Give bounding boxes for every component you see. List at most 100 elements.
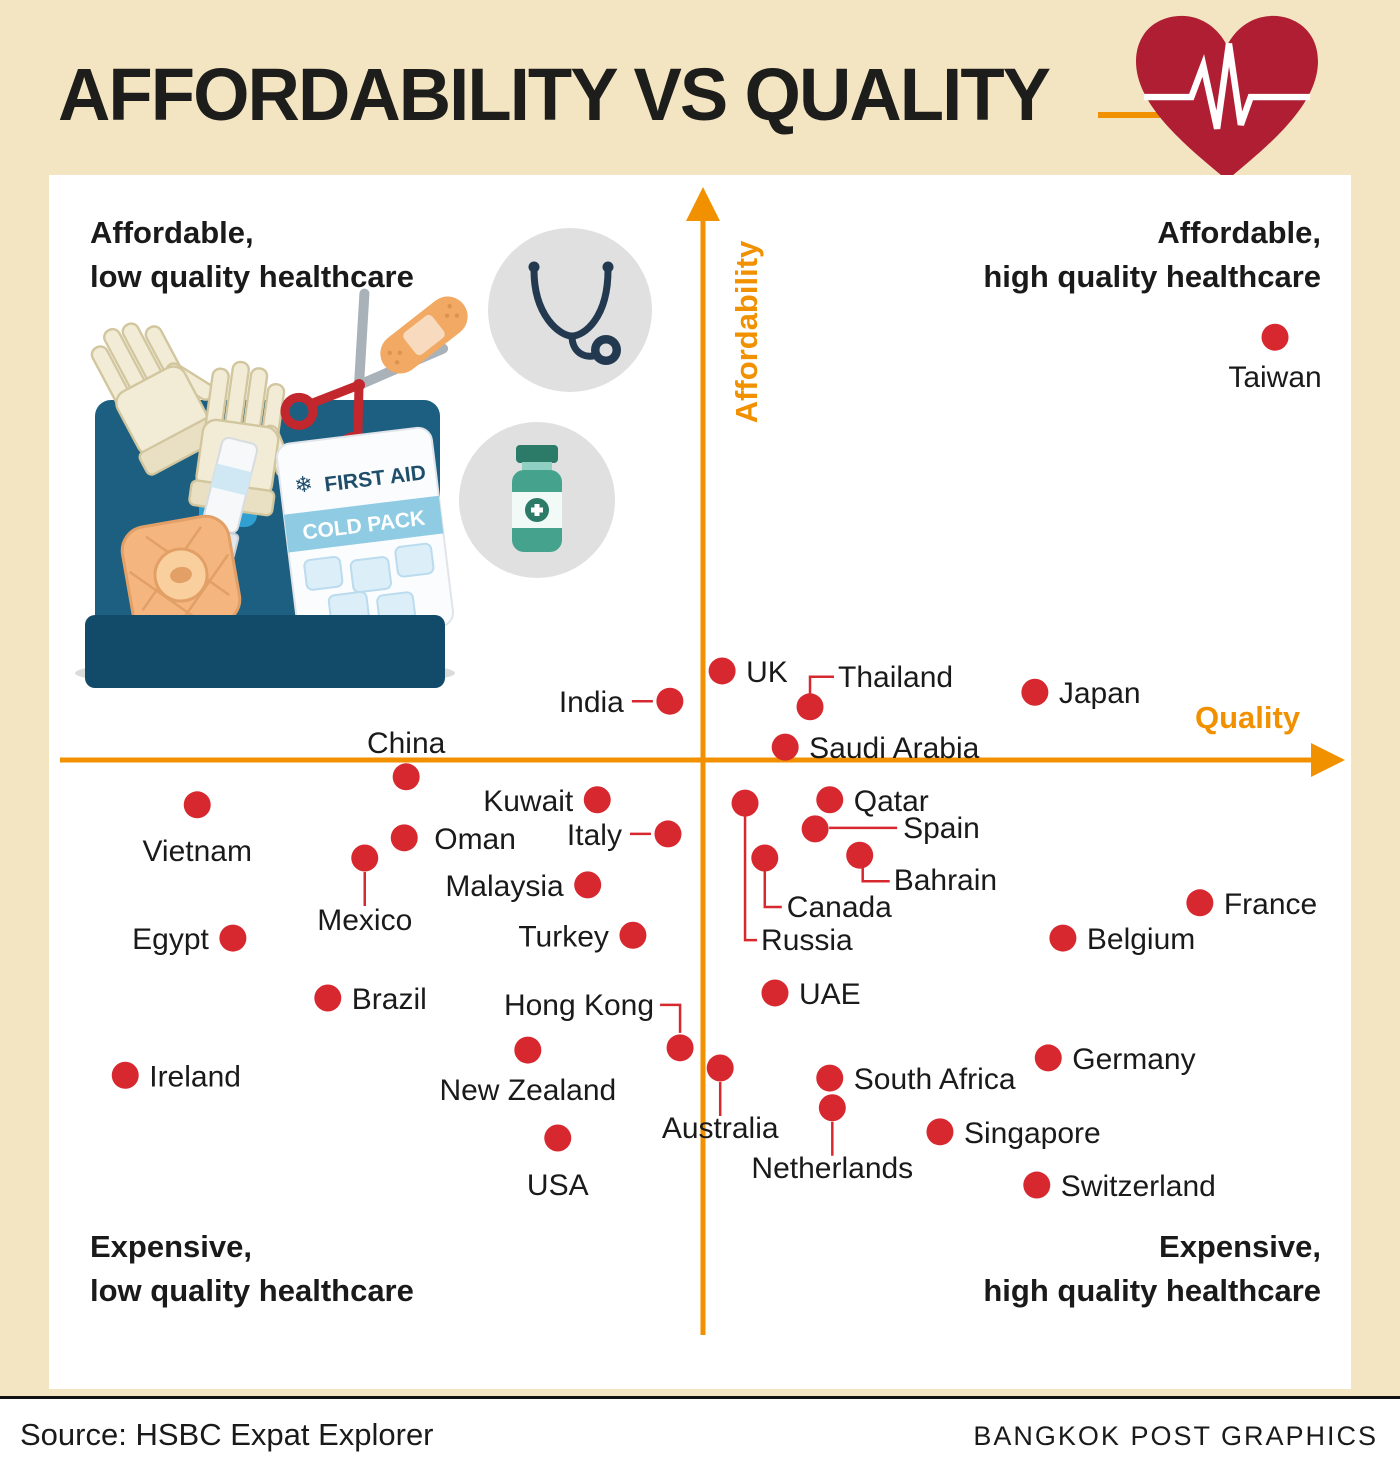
dot-spain	[801, 815, 829, 843]
dot-germany	[1034, 1044, 1062, 1072]
snowflake-icon: ❄	[293, 471, 314, 498]
point-russia: Russia	[731, 789, 853, 957]
label-singapore: Singapore	[964, 1117, 1101, 1150]
x-axis-label: Quality	[1195, 700, 1301, 735]
dot-malaysia	[574, 871, 602, 899]
quadrant-line: high quality healthcare	[983, 259, 1321, 295]
dot-canada	[751, 844, 779, 872]
point-mexico: Mexico	[317, 844, 412, 937]
label-belgium: Belgium	[1087, 923, 1195, 956]
footer-divider	[0, 1396, 1400, 1399]
dot-saudi-arabia	[771, 733, 799, 761]
heart-ecg-icon	[1136, 15, 1318, 181]
point-uae: UAE	[761, 978, 861, 1011]
leader-line-bahrain	[861, 865, 890, 883]
page-title: AFFORDABILITY VS QUALITY	[58, 53, 1051, 136]
dot-singapore	[926, 1118, 954, 1146]
publisher-credit: BANGKOK POST GRAPHICS	[973, 1421, 1378, 1451]
point-brazil: Brazil	[314, 983, 427, 1016]
label-italy: Italy	[567, 819, 622, 852]
dot-vietnam	[183, 791, 211, 819]
first-aid-case-lid	[85, 615, 445, 688]
label-thailand: Thailand	[838, 661, 953, 694]
point-canada: Canada	[751, 844, 892, 924]
dot-brazil	[314, 984, 342, 1012]
point-australia: Australia	[662, 1054, 779, 1145]
dot-italy	[654, 820, 682, 848]
band-aid-icon	[380, 296, 468, 374]
point-germany: Germany	[1034, 1043, 1196, 1076]
label-spain: Spain	[903, 812, 980, 845]
bandage-roll-icon	[120, 514, 242, 636]
y-axis-arrow	[686, 187, 720, 221]
dot-russia	[731, 789, 759, 817]
label-switzerland: Switzerland	[1061, 1170, 1216, 1203]
label-vietnam: Vietnam	[142, 835, 252, 868]
point-taiwan: Taiwan	[1228, 323, 1322, 394]
dot-switzerland	[1023, 1171, 1051, 1199]
quadrant-label-affordable-high-quality: Affordable, high quality healthcare	[983, 211, 1321, 299]
leader-line-canada	[763, 870, 782, 909]
point-ireland: Ireland	[111, 1060, 241, 1093]
cold-pack-icon: ❄ FIRST AID COLD PACK	[275, 426, 455, 644]
label-egypt: Egypt	[132, 923, 209, 956]
quadrant-line: Affordable,	[90, 215, 254, 250]
label-qatar: Qatar	[854, 785, 929, 818]
point-qatar: Qatar	[816, 785, 929, 818]
dot-china	[392, 763, 420, 791]
footer: Source: HSBC Expat Explorer BANGKOK POST…	[0, 1399, 1400, 1474]
point-south-africa: South Africa	[816, 1063, 1016, 1096]
dot-netherlands	[818, 1094, 846, 1122]
dot-uae	[761, 979, 789, 1007]
point-switzerland: Switzerland	[1023, 1170, 1216, 1203]
point-malaysia: Malaysia	[445, 870, 602, 903]
point-new-zealand: New Zealand	[439, 1036, 616, 1107]
dot-ireland	[111, 1061, 139, 1089]
point-kuwait: Kuwait	[483, 785, 611, 818]
quadrant-label-affordable-low-quality: Affordable, low quality healthcare	[90, 211, 414, 299]
dot-uk	[708, 657, 736, 685]
point-usa: USA	[527, 1124, 589, 1202]
quadrant-line: Affordable,	[1157, 215, 1321, 250]
y-axis-label: Affordability	[729, 240, 764, 424]
label-japan: Japan	[1059, 677, 1141, 710]
quadrant-label-expensive-low-quality: Expensive, low quality healthcare	[90, 1225, 414, 1313]
heart-shape	[1136, 15, 1318, 181]
label-kuwait: Kuwait	[483, 785, 574, 818]
dot-qatar	[816, 786, 844, 814]
dot-belgium	[1049, 924, 1077, 952]
dot-hong-kong	[666, 1034, 694, 1062]
scatter-plot: Taiwan UK India Thailand Japan Saudi Arabia Ch…	[60, 187, 1345, 1335]
stethoscope-icon	[488, 228, 652, 392]
quadrant-line: high quality healthcare	[983, 1273, 1321, 1309]
label-germany: Germany	[1072, 1043, 1195, 1076]
dot-australia	[706, 1054, 734, 1082]
x-axis-arrow	[1311, 743, 1345, 777]
label-new-zealand: New Zealand	[439, 1074, 616, 1107]
point-vietnam: Vietnam	[142, 791, 252, 868]
point-belgium: Belgium	[1049, 923, 1195, 956]
point-netherlands: Netherlands	[751, 1094, 913, 1185]
point-japan: Japan	[1021, 677, 1141, 710]
point-saudi-arabia: Saudi Arabia	[771, 732, 980, 765]
leader-line-thailand	[808, 675, 835, 699]
point-france: France	[1186, 888, 1317, 921]
label-mexico: Mexico	[317, 904, 412, 937]
leader-line-hong-kong	[660, 1003, 682, 1033]
point-oman: Oman	[390, 823, 516, 856]
title-dash	[1098, 112, 1160, 118]
label-turkey: Turkey	[518, 920, 609, 953]
point-china: China	[367, 727, 446, 791]
label-uk: UK	[746, 656, 788, 689]
label-bahrain: Bahrain	[894, 864, 997, 897]
dot-usa	[544, 1124, 572, 1152]
dot-bahrain	[846, 841, 874, 869]
quadrant-line: Expensive,	[1159, 1229, 1321, 1264]
point-india: India	[559, 686, 684, 719]
source-credit: Source: HSBC Expat Explorer	[20, 1417, 434, 1452]
medicine-bottle-icon	[459, 422, 615, 578]
label-canada: Canada	[787, 891, 892, 924]
point-italy: Italy	[567, 819, 682, 852]
dot-japan	[1021, 678, 1049, 706]
label-south-africa: South Africa	[854, 1063, 1016, 1096]
